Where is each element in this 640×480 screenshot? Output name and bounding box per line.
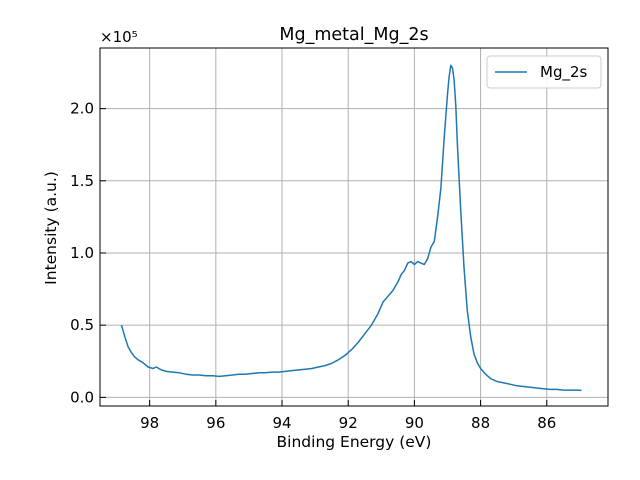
- x-tick-label: 86: [537, 414, 556, 432]
- legend-box: [486, 55, 602, 89]
- x-axis-label: Binding Energy (eV): [277, 433, 432, 451]
- grid: [100, 48, 608, 406]
- y-tick-label: 2.0: [70, 100, 94, 118]
- y-tick-label: 0.5: [70, 316, 94, 334]
- series-line-mg-2s: [120, 64, 582, 392]
- x-tick-label: 94: [272, 414, 291, 432]
- y-tick-label: 1.5: [70, 172, 94, 190]
- line-layer: [120, 64, 582, 392]
- x-tick-label: 92: [339, 414, 358, 432]
- legend-label: Mg_2s: [540, 63, 588, 82]
- y-scale-note: ×10⁵: [100, 28, 138, 46]
- ticks: 98 96 94 92 90 88 86 0.0 0.5 1.0 1.5 2.0: [70, 100, 556, 432]
- x-tick-label: 96: [206, 414, 225, 432]
- y-tick-label: 0.0: [70, 388, 94, 406]
- legend: Mg_2s: [486, 55, 602, 89]
- x-tick-label: 88: [471, 414, 490, 432]
- y-axis-label: Intensity (a.u.): [42, 171, 60, 285]
- x-tick-label: 98: [140, 414, 159, 432]
- y-tick-label: 1.0: [70, 244, 94, 262]
- chart-title: Mg_metal_Mg_2s: [279, 25, 428, 45]
- x-tick-label: 90: [405, 414, 424, 432]
- plot-frame: [99, 47, 609, 407]
